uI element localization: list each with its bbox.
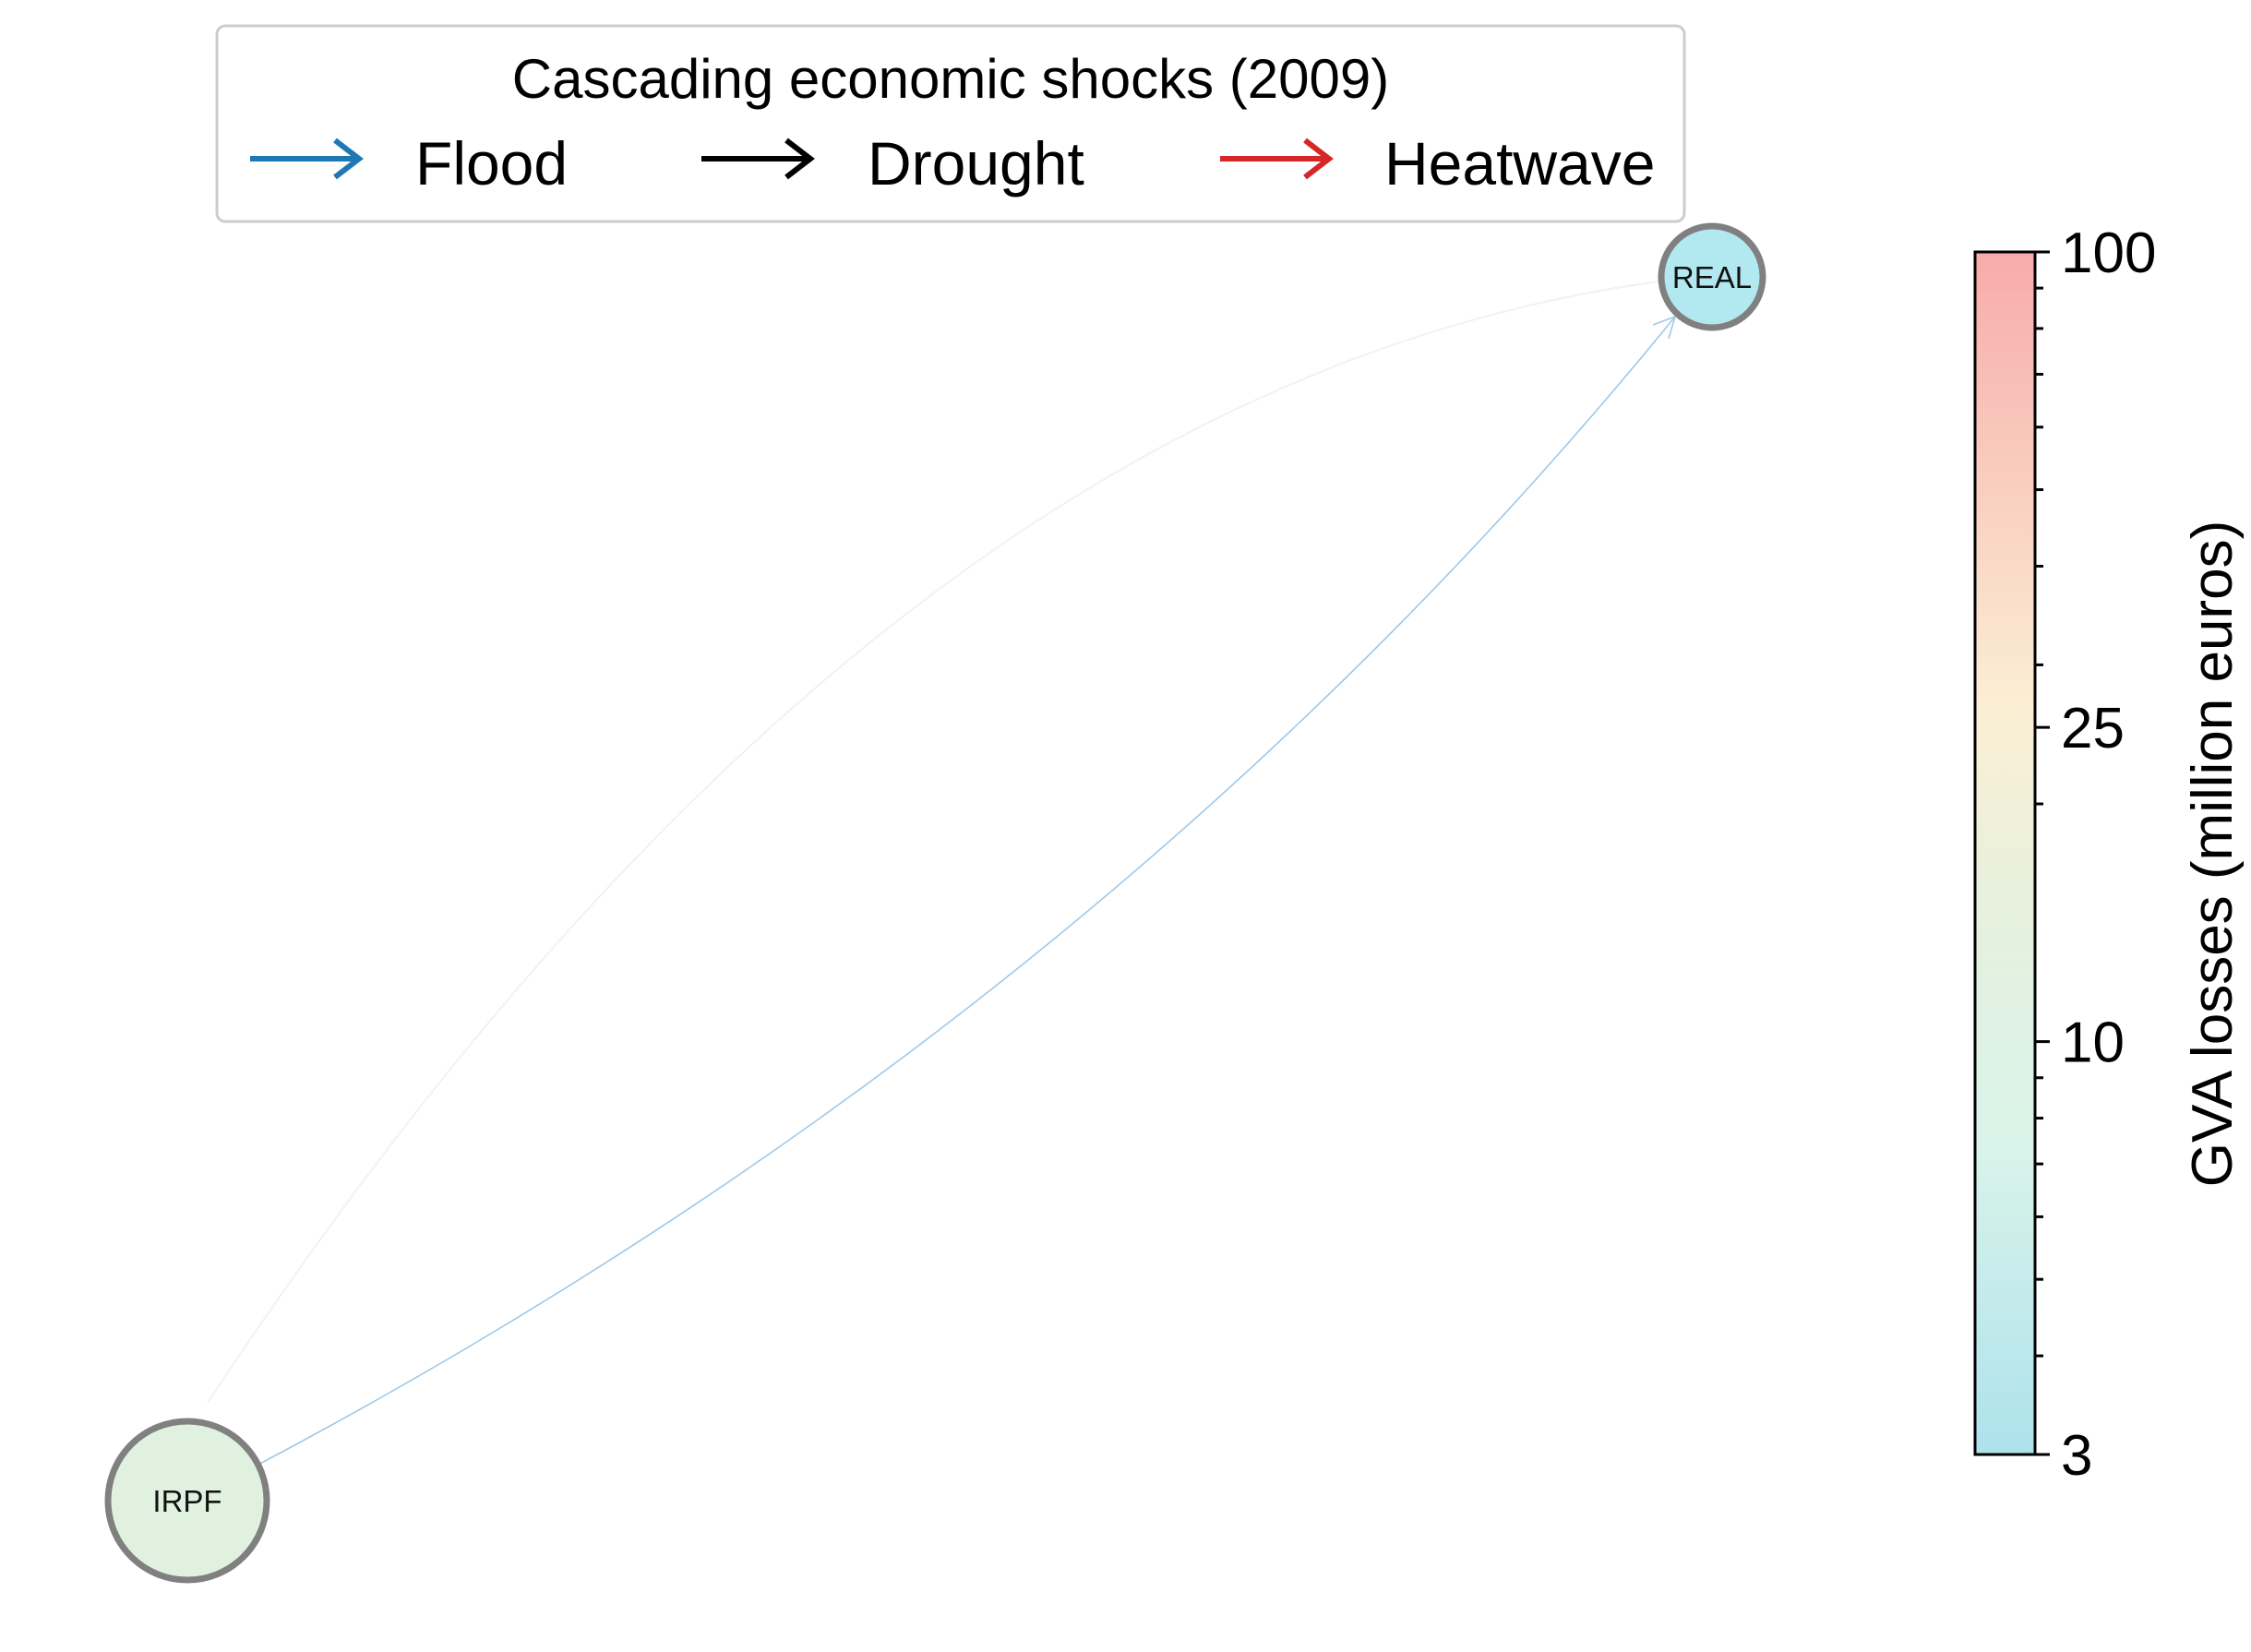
node-real[interactable]: REAL xyxy=(1658,222,1766,331)
colorbar-minor-ticks xyxy=(2035,286,2043,1358)
legend-box xyxy=(215,24,1686,223)
drought-arrow-icon xyxy=(701,138,815,180)
legend-label-heatwave: Heatwave xyxy=(1384,129,1656,198)
colorbar-tick-label: 10 xyxy=(2061,1012,2125,1075)
node-irpf[interactable]: IRPF xyxy=(104,1418,270,1584)
legend-label-drought: Drought xyxy=(868,129,1084,198)
node-real-circle xyxy=(1658,222,1766,331)
legend: Cascading economic shocks (2009) Flood D… xyxy=(215,24,1686,223)
edges xyxy=(207,281,1677,1466)
legend-title: Cascading economic shocks (2009) xyxy=(512,48,1389,110)
edge-drought-real-to-irpf xyxy=(207,281,1659,1404)
heatwave-arrow-icon xyxy=(1220,138,1334,180)
legend-entry-flood: Flood xyxy=(250,129,568,198)
colorbar-tick-label: 3 xyxy=(2061,1424,2092,1488)
legend-label-flood: Flood xyxy=(415,129,568,198)
flood-arrow-icon xyxy=(250,138,364,180)
colorbar-label: GVA losses (million euros) xyxy=(2181,521,2245,1187)
node-irpf-label: IRPF xyxy=(152,1484,222,1518)
colorbar-tick-label: 25 xyxy=(2061,697,2125,760)
node-irpf-circle xyxy=(104,1418,270,1584)
colorbar-gradient xyxy=(1973,250,2037,1456)
edge-flood-arrowhead xyxy=(1652,315,1677,340)
legend-entry-heatwave: Heatwave xyxy=(1220,129,1656,198)
legend-entry-drought: Drought xyxy=(701,129,1084,198)
colorbar-major-ticks: 3 10 25 100 xyxy=(2035,221,2156,1488)
node-real-label: REAL xyxy=(1672,260,1752,294)
edge-flood-irpf-to-real xyxy=(256,316,1676,1466)
colorbar: 3 10 25 100 GVA losses (million euros) xyxy=(1973,221,2245,1488)
colorbar-tick-label: 100 xyxy=(2061,221,2156,285)
